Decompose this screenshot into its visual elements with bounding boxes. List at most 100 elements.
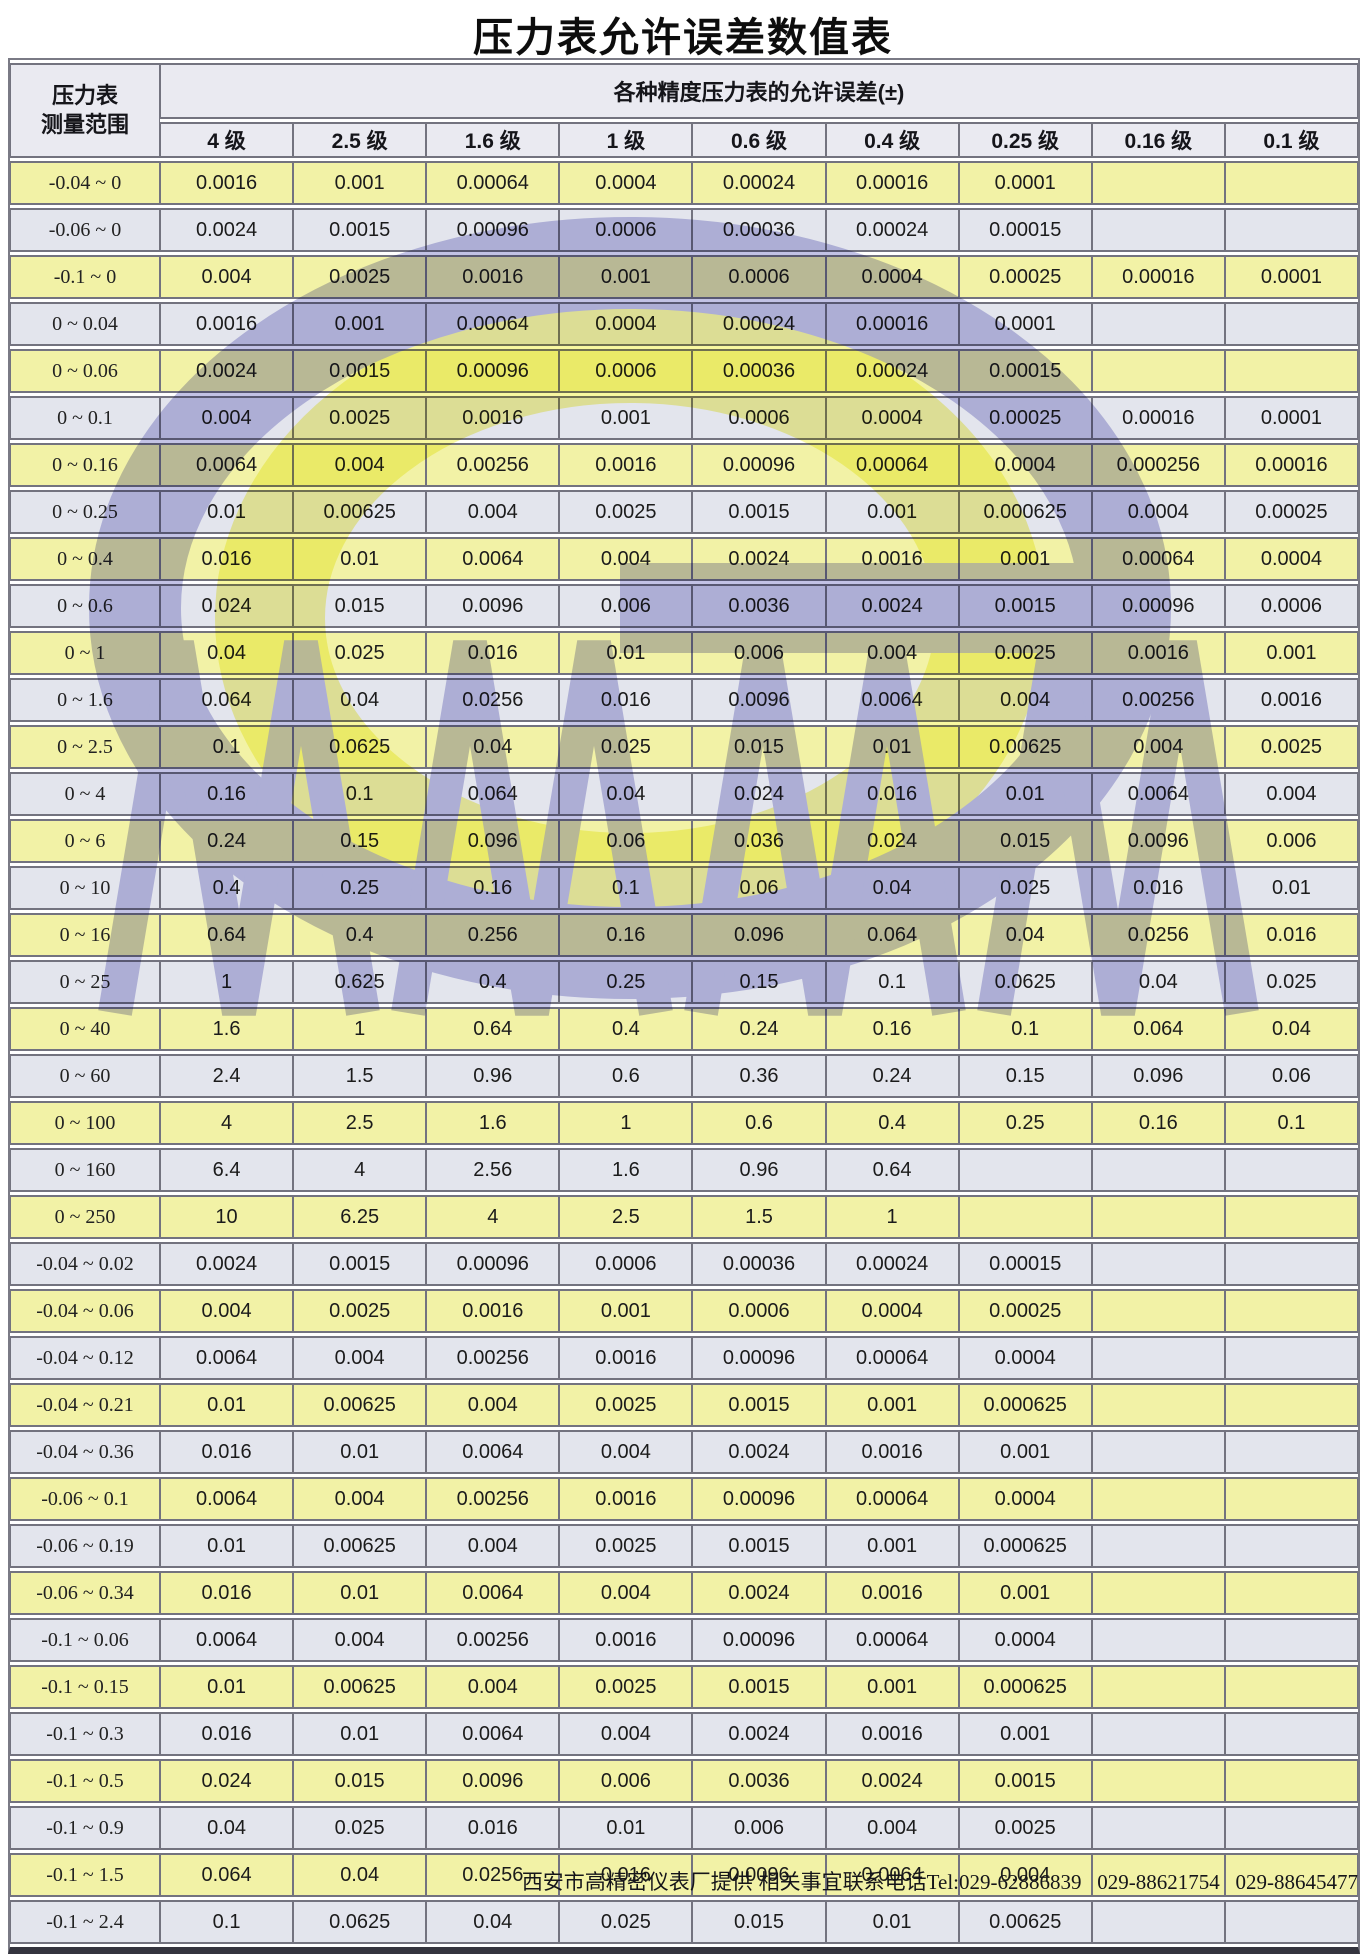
error-value-cell: 0.04 — [559, 772, 693, 816]
error-value-cell: 0.0625 — [293, 725, 427, 769]
error-value-cell: 0.0625 — [958, 960, 1092, 1004]
range-cell: 0 ~ 0.16 — [10, 443, 160, 487]
error-value-cell: 0.0024 — [692, 1430, 826, 1474]
table-row: 0 ~ 2.5 0.1 0.0625 0.04 0.025 0.015 0.01 0.0062… — [10, 725, 1358, 769]
error-value-cell: 0.06 — [1224, 1054, 1358, 1098]
error-value-cell: 0.0006 — [559, 1242, 693, 1286]
error-value-cell: 0.0004 — [958, 1618, 1092, 1662]
error-value-cell: 0.096 — [426, 819, 560, 863]
range-cell: -0.1 ~ 0.15 — [10, 1665, 160, 1709]
error-value-cell: 0.0025 — [293, 255, 427, 299]
error-value-cell: 0.0016 — [559, 443, 693, 487]
error-value-cell: 0.00016 — [825, 302, 959, 346]
error-value-cell: 0.000625 — [958, 1524, 1092, 1568]
error-value-cell: 0.04 — [825, 866, 959, 910]
error-value-cell: 0.01 — [559, 631, 693, 675]
error-value-cell: 0.0004 — [1224, 537, 1358, 581]
error-value-cell: 0.064 — [1091, 1007, 1225, 1051]
error-value-cell: 2.56 — [426, 1148, 560, 1192]
error-value-cell: 0.0016 — [559, 1477, 693, 1521]
error-value-cell: 0.00256 — [426, 443, 560, 487]
error-value-cell: 0.0064 — [825, 678, 959, 722]
error-value-cell: 0.00064 — [1091, 537, 1225, 581]
error-value-cell: 0.001 — [825, 1524, 959, 1568]
error-value-cell: 0.0256 — [1091, 913, 1225, 957]
table-row: -0.1 ~ 0.06 0.0064 0.004 0.00256 0.0016 0.000… — [10, 1618, 1358, 1662]
error-value-cell: 0.0064 — [426, 1571, 560, 1615]
error-value-cell: 0.15 — [293, 819, 427, 863]
table-body: -0.04 ~ 0 0.0016 0.001 0.00064 0.0004 0.00024… — [10, 161, 1358, 1944]
error-value-cell: 0.00036 — [692, 208, 826, 252]
range-cell: 0 ~ 250 — [10, 1195, 160, 1239]
error-value-cell: 0.064 — [426, 772, 560, 816]
error-value-cell: 0.016 — [426, 1806, 560, 1850]
grade-header: 1.6 级 — [426, 122, 560, 158]
error-value-cell: 0.0015 — [692, 1383, 826, 1427]
range-cell: 0 ~ 0.6 — [10, 584, 160, 628]
table-row: 0 ~ 160 6.4 4 2.56 1.6 0.96 0.64 — [10, 1148, 1358, 1192]
table-row: 0 ~ 16 0.64 0.4 0.256 0.16 0.096 0.064 0.04 0.02… — [10, 913, 1358, 957]
error-value-cell: 0.4 — [825, 1101, 959, 1145]
error-value-cell — [1091, 302, 1225, 346]
table-row: -0.06 ~ 0.1 0.0064 0.004 0.00256 0.0016 0.000… — [10, 1477, 1358, 1521]
error-value-cell: 0.00096 — [692, 443, 826, 487]
error-value-cell — [1091, 1571, 1225, 1615]
error-value-cell: 0.001 — [559, 396, 693, 440]
error-value-cell: 0.0006 — [559, 349, 693, 393]
error-value-cell — [1224, 1195, 1358, 1239]
error-value-cell: 0.000625 — [958, 1665, 1092, 1709]
table-row: 0 ~ 40 1.6 1 0.64 0.4 0.24 0.16 0.1 0.064 0.04 — [10, 1007, 1358, 1051]
error-value-cell: 0.016 — [825, 772, 959, 816]
error-value-cell: 0.025 — [1224, 960, 1358, 1004]
grade-header: 0.6 级 — [692, 122, 826, 158]
error-value-cell: 0.004 — [825, 1806, 959, 1850]
error-value-cell: 0.0016 — [1091, 631, 1225, 675]
error-value-cell: 0.04 — [293, 678, 427, 722]
range-cell: 0 ~ 16 — [10, 913, 160, 957]
error-header-cell: 各种精度压力表的允许误差(±) — [160, 63, 1358, 119]
error-value-cell: 0.0025 — [958, 631, 1092, 675]
error-value-cell: 0.0096 — [426, 1759, 560, 1803]
error-value-cell: 0.00036 — [692, 1242, 826, 1286]
error-value-cell — [1091, 1336, 1225, 1380]
error-value-cell: 0.004 — [559, 1571, 693, 1615]
error-value-cell: 0.064 — [825, 913, 959, 957]
error-value-cell — [1224, 1383, 1358, 1427]
error-value-cell: 0.004 — [1224, 772, 1358, 816]
footer-telephones: Tel:029-62886839 029-88621754 029-886454… — [926, 1870, 1358, 1894]
error-value-cell: 0.0006 — [692, 396, 826, 440]
error-value-cell: 0.004 — [293, 443, 427, 487]
error-value-cell: 0.00256 — [426, 1477, 560, 1521]
error-value-cell — [1091, 1477, 1225, 1521]
error-value-cell: 0.24 — [160, 819, 294, 863]
error-value-cell: 0.015 — [692, 725, 826, 769]
error-value-cell: 0.015 — [293, 584, 427, 628]
error-value-cell: 0.004 — [160, 396, 294, 440]
range-cell: 0 ~ 25 — [10, 960, 160, 1004]
error-value-cell — [1091, 161, 1225, 205]
range-cell: 0 ~ 100 — [10, 1101, 160, 1145]
range-cell: 0 ~ 60 — [10, 1054, 160, 1098]
error-value-cell: 0.001 — [825, 1665, 959, 1709]
table-row: 0 ~ 6 0.24 0.15 0.096 0.06 0.036 0.024 0.015 0.0… — [10, 819, 1358, 863]
error-value-cell: 0.0016 — [160, 302, 294, 346]
error-value-cell: 0.4 — [426, 960, 560, 1004]
error-value-cell: 0.00024 — [825, 208, 959, 252]
error-value-cell: 0.0006 — [1224, 584, 1358, 628]
error-value-cell: 0.00096 — [426, 1242, 560, 1286]
error-value-cell: 1 — [559, 1101, 693, 1145]
error-value-cell: 0.01 — [160, 1524, 294, 1568]
error-value-cell: 0.0024 — [160, 1242, 294, 1286]
error-value-cell: 4 — [426, 1195, 560, 1239]
table-row: -0.1 ~ 0.3 0.016 0.01 0.0064 0.004 0.0024 0.00… — [10, 1712, 1358, 1756]
error-value-cell: 0.004 — [426, 1524, 560, 1568]
error-value-cell: 6.4 — [160, 1148, 294, 1192]
error-value-cell: 0.00064 — [825, 1336, 959, 1380]
error-value-cell: 0.6 — [692, 1101, 826, 1145]
range-cell: 0 ~ 0.06 — [10, 349, 160, 393]
error-value-cell: 0.00625 — [293, 490, 427, 534]
error-value-cell: 0.4 — [160, 866, 294, 910]
error-value-cell: 0.004 — [293, 1618, 427, 1662]
table-row: 0 ~ 25 1 0.625 0.4 0.25 0.15 0.1 0.0625 0.04 0.02… — [10, 960, 1358, 1004]
error-value-cell — [1224, 1524, 1358, 1568]
